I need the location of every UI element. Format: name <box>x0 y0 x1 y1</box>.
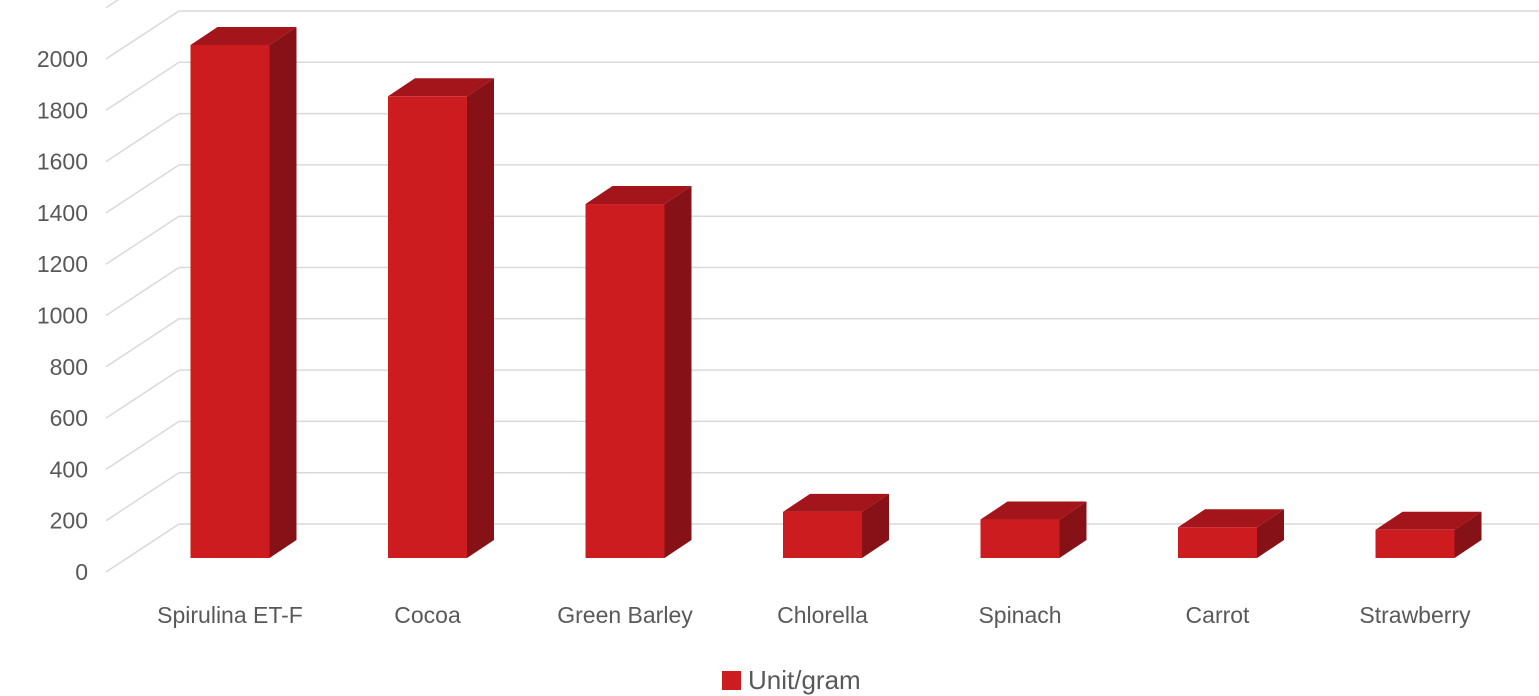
bar <box>1178 509 1284 558</box>
bar-front <box>980 519 1060 558</box>
gridline-diagonal <box>105 369 180 419</box>
bar-front <box>388 96 467 559</box>
gridline-diagonal <box>105 112 180 163</box>
legend-swatch <box>722 671 741 690</box>
bar-front <box>585 204 665 558</box>
y-tick-label: 600 <box>50 405 88 431</box>
gridline-diagonal <box>105 215 180 265</box>
legend-label: Unit/gram <box>748 665 861 695</box>
x-category-label: Carrot <box>1186 602 1251 628</box>
bar-top <box>585 186 692 205</box>
gridline-diagonal <box>105 420 180 471</box>
bar-side <box>269 27 297 558</box>
y-tick-label: 1000 <box>37 303 88 329</box>
bar-side <box>1454 511 1482 558</box>
x-axis-category-labels: Spirulina ET-F Cocoa Green Barley Chlorella… <box>157 602 1471 628</box>
gridlines <box>105 0 1539 573</box>
gridline-diagonal <box>105 472 180 522</box>
y-tick-label: 1600 <box>37 149 88 175</box>
bar-top <box>783 493 889 512</box>
x-category-label: Spirulina ET-F <box>157 602 303 628</box>
x-category-label: Spinach <box>978 602 1061 628</box>
bar-side <box>1059 501 1087 558</box>
bar-front <box>783 511 862 558</box>
y-axis-tick-labels: 0 200 400 600 800 1000 1200 1400 1600 1800 2000 <box>37 46 88 585</box>
gridline-diagonal <box>105 266 180 317</box>
y-tick-label: 1800 <box>37 97 88 123</box>
bar <box>980 501 1087 558</box>
bar <box>585 186 692 558</box>
bar-front <box>1375 529 1455 558</box>
bar-top <box>388 78 494 97</box>
x-category-label: Chlorella <box>777 602 868 628</box>
bar-top <box>190 27 297 45</box>
gridline-diagonal <box>105 523 180 573</box>
x-category-label: Cocoa <box>394 602 461 628</box>
bar <box>1375 511 1482 558</box>
y-tick-label: 2000 <box>37 46 88 72</box>
bar-side <box>1257 509 1284 558</box>
y-tick-label: 1400 <box>37 200 88 226</box>
gridline-diagonal <box>105 10 180 60</box>
y-tick-label: 0 <box>75 559 88 585</box>
bar <box>783 493 889 558</box>
x-category-label: Strawberry <box>1359 602 1471 628</box>
x-category-label: Green Barley <box>557 602 693 628</box>
gridline-diagonal <box>105 318 180 368</box>
legend: Unit/gram <box>722 665 861 695</box>
bar <box>190 27 297 558</box>
y-tick-label: 200 <box>50 508 88 534</box>
y-tick-label: 800 <box>50 354 88 380</box>
gridline-diagonal <box>105 61 180 111</box>
y-tick-label: 1200 <box>37 251 88 277</box>
bar-side <box>467 78 494 559</box>
bar-top <box>1375 511 1482 530</box>
bar-side <box>664 186 692 558</box>
bar-top <box>1178 509 1284 528</box>
gridline-diagonal <box>105 0 120 9</box>
bar-front <box>190 45 270 558</box>
bar <box>388 78 494 559</box>
bar-side <box>862 493 889 558</box>
bar-top <box>980 501 1087 520</box>
gridline-diagonal <box>105 164 180 214</box>
bars <box>190 27 1482 559</box>
bar-front <box>1178 527 1257 558</box>
y-tick-label: 400 <box>50 456 88 482</box>
